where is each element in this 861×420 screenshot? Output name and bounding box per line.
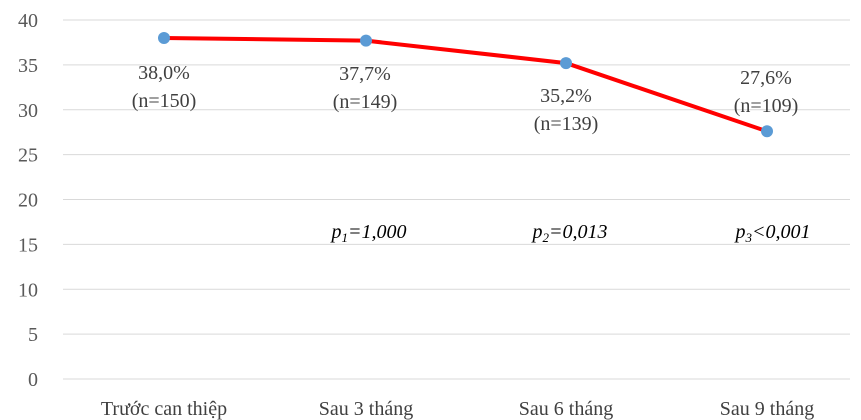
y-axis-ticks: 0 5 10 15 20 25 30 35 40 — [18, 10, 38, 391]
p-value-annotation: p2=0,013 — [531, 221, 608, 245]
y-tick-label: 25 — [18, 145, 38, 167]
data-label-percent: 27,6% — [740, 67, 792, 89]
data-labels: 38,0% (n=150) 37,7% (n=149) 35,2% (n=139) 27,6… — [132, 62, 799, 135]
series-line — [163, 35, 768, 134]
data-point — [158, 31, 170, 44]
p-value-annotations: p1=1,000 p2=0,013 p3<0,001 — [330, 221, 811, 245]
data-point — [360, 34, 372, 47]
x-tick-label: Sau 9 tháng — [720, 398, 814, 420]
data-label-n: (n=139) — [534, 113, 599, 135]
p-symbol: p — [531, 221, 543, 243]
gridlines — [63, 19, 850, 380]
x-tick-label: Sau 3 tháng — [319, 398, 413, 420]
y-tick-label: 20 — [18, 190, 38, 212]
y-tick-label: 30 — [18, 100, 38, 122]
p-subscript: 2 — [543, 230, 550, 245]
y-tick-label: 35 — [18, 55, 38, 77]
x-axis-ticks: Trước can thiệp Sau 3 tháng Sau 6 tháng Sau… — [101, 398, 814, 420]
y-tick-label: 5 — [28, 324, 38, 346]
data-label-percent: 38,0% — [138, 62, 190, 84]
p-value-annotation: p1=1,000 — [330, 221, 407, 245]
x-tick-label: Trước can thiệp — [101, 398, 227, 420]
x-tick-label: Sau 6 tháng — [519, 398, 613, 420]
p-value: <0,001 — [752, 221, 811, 243]
p-value-annotation: p3<0,001 — [734, 221, 811, 245]
data-label-n: (n=150) — [132, 90, 197, 112]
p-symbol: p — [734, 221, 746, 243]
data-label-percent: 35,2% — [540, 85, 592, 107]
y-tick-label: 40 — [18, 10, 38, 32]
data-point — [761, 125, 773, 138]
p-value: =1,000 — [348, 221, 407, 243]
series-line-group — [158, 31, 773, 138]
p-subscript: 3 — [745, 230, 753, 245]
data-label-n: (n=109) — [734, 95, 799, 117]
y-tick-label: 0 — [28, 369, 38, 391]
data-label-n: (n=149) — [333, 91, 398, 113]
p-value: =0,013 — [549, 221, 608, 243]
data-label-percent: 37,7% — [339, 63, 391, 85]
y-tick-label: 10 — [18, 279, 38, 301]
p-subscript: 1 — [342, 230, 349, 245]
p-symbol: p — [330, 221, 342, 243]
y-tick-label: 15 — [18, 234, 38, 256]
data-point — [560, 57, 572, 70]
